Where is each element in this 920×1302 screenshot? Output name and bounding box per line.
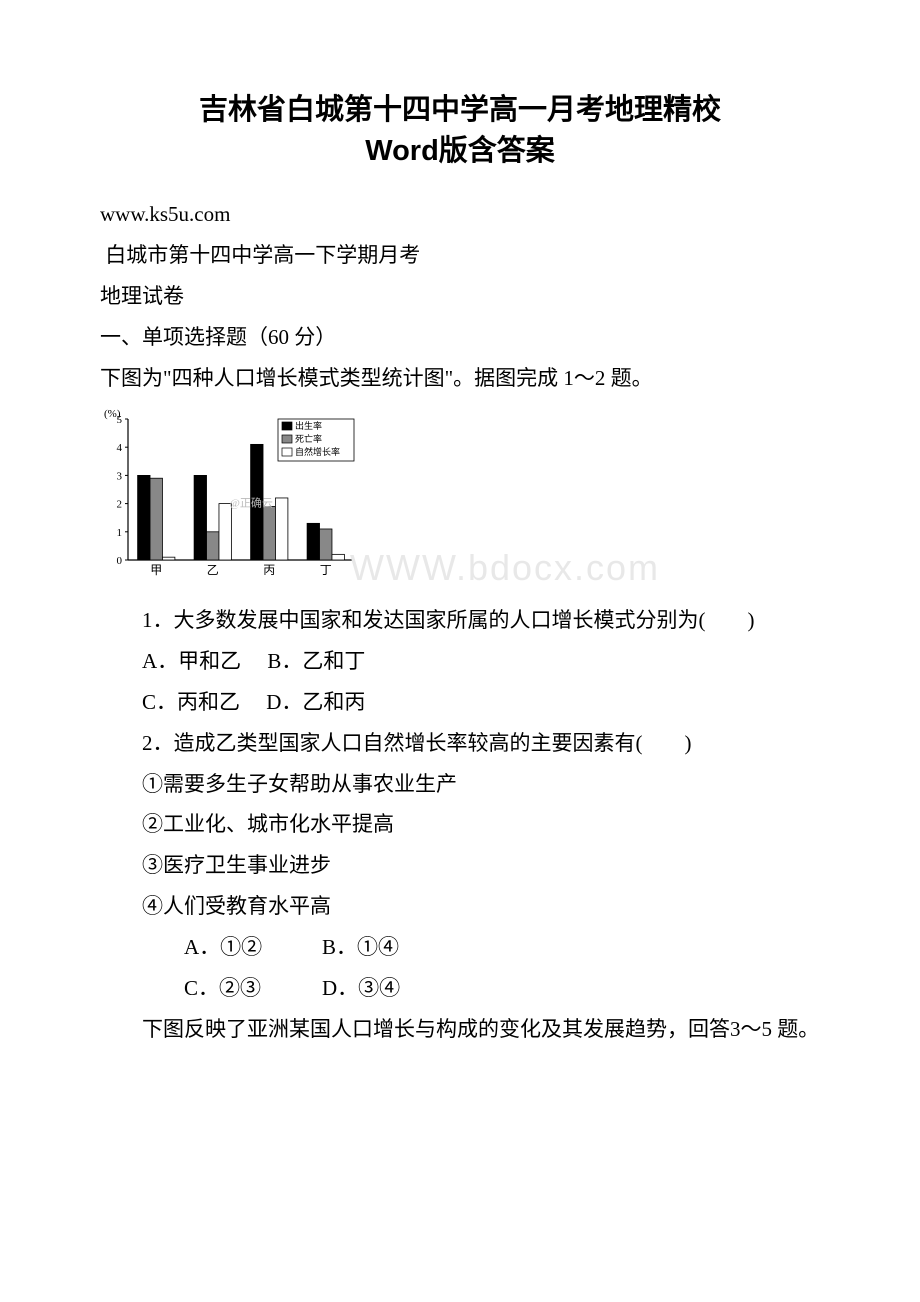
svg-text:1: 1 <box>117 527 123 539</box>
svg-text:自然增长率: 自然增长率 <box>295 446 340 457</box>
q2-item3: ③医疗卫生事业进步 <box>100 846 820 885</box>
q1-options-row1: A．甲和乙 B．乙和丁 <box>100 642 820 681</box>
q1-stem: 1．大多数发展中国家和发达国家所属的人口增长模式分别为( ) <box>100 601 820 640</box>
svg-text:出生率: 出生率 <box>295 420 322 431</box>
exam-name: 地理试卷 <box>100 277 820 316</box>
q2-item2: ②工业化、城市化水平提高 <box>100 805 820 844</box>
q1-optA: A．甲和乙 <box>142 649 241 673</box>
svg-text:丙: 丙 <box>263 563 275 577</box>
title-line-1: 吉林省白城第十四中学高一月考地理精校 <box>100 90 820 131</box>
svg-text:2: 2 <box>117 499 123 511</box>
intro-q35: 下图反映了亚洲某国人口增长与构成的变化及其发展趋势，回答3～5 题。 <box>100 1010 820 1049</box>
q2-optB: B．①④ <box>322 935 399 959</box>
svg-text:3: 3 <box>117 471 123 483</box>
q2-optA: A．①② <box>142 928 322 967</box>
bar-chart-figure: (%)012345甲乙丙丁出生率死亡率自然增长率@正确云 WWW.bdocx.c… <box>100 405 820 593</box>
q1-optD: D．乙和丙 <box>266 690 365 714</box>
svg-text:死亡率: 死亡率 <box>295 433 322 444</box>
svg-text:4: 4 <box>117 443 123 455</box>
q2-options-row2: C．②③D．③④ <box>100 969 820 1008</box>
document-title: 吉林省白城第十四中学高一月考地理精校 Word版含答案 <box>100 90 820 171</box>
intro-q12: 下图为"四种人口增长模式类型统计图"。据图完成 1～2 题。 <box>100 359 820 398</box>
subtitle: 白城市第十四中学高一下学期月考 <box>100 236 820 275</box>
q2-stem: 2．造成乙类型国家人口自然增长率较高的主要因素有( ) <box>100 724 820 763</box>
q2-item1: ①需要多生子女帮助从事农业生产 <box>100 765 820 804</box>
watermark-main: WWW.bdocx.com <box>350 535 660 602</box>
section-header: 一、单项选择题（60 分） <box>100 318 820 357</box>
svg-text:0: 0 <box>117 555 123 567</box>
svg-text:丁: 丁 <box>320 563 332 577</box>
svg-text:乙: 乙 <box>207 563 219 577</box>
q1-optC: C．丙和乙 <box>142 690 240 714</box>
q2-item4: ④人们受教育水平高 <box>100 887 820 926</box>
q1-options-row2: C．丙和乙 D．乙和丙 <box>100 683 820 722</box>
q1-optB: B．乙和丁 <box>267 649 365 673</box>
q2-options-row1: A．①②B．①④ <box>100 928 820 967</box>
svg-text:甲: 甲 <box>150 563 162 577</box>
bar-chart-svg: (%)012345甲乙丙丁出生率死亡率自然增长率@正确云 <box>100 405 360 580</box>
title-line-2: Word版含答案 <box>100 131 820 172</box>
q2-optD: D．③④ <box>322 976 400 1000</box>
svg-text:5: 5 <box>117 414 123 426</box>
svg-text:@正确云: @正确云 <box>230 497 273 510</box>
q2-optC: C．②③ <box>142 969 322 1008</box>
source-url: www.ks5u.com <box>100 195 820 234</box>
